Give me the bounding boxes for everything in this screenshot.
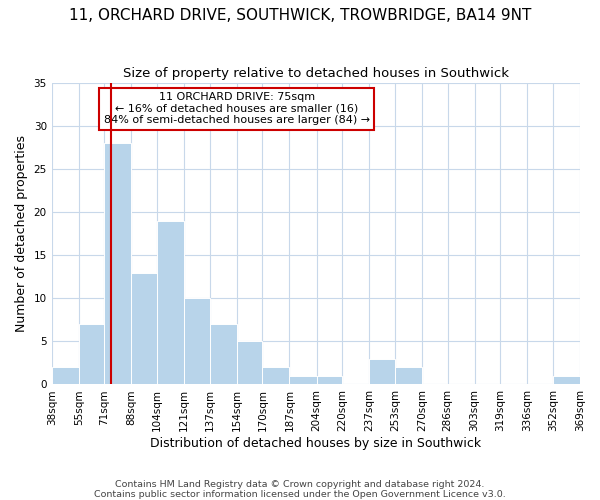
Bar [104, 144, 131, 384]
X-axis label: Distribution of detached houses by size in Southwick: Distribution of detached houses by size … [150, 437, 481, 450]
Bar [237, 342, 262, 384]
Bar [131, 272, 157, 384]
Bar [79, 324, 104, 384]
Bar [184, 298, 209, 384]
Bar [209, 324, 237, 384]
Bar [157, 221, 184, 384]
Bar [395, 367, 422, 384]
Bar [52, 367, 79, 384]
Text: 11 ORCHARD DRIVE: 75sqm
← 16% of detached houses are smaller (16)
84% of semi-de: 11 ORCHARD DRIVE: 75sqm ← 16% of detache… [104, 92, 370, 126]
Bar [289, 376, 317, 384]
Title: Size of property relative to detached houses in Southwick: Size of property relative to detached ho… [123, 68, 509, 80]
Bar [317, 376, 342, 384]
Bar [370, 358, 395, 384]
Text: Contains HM Land Registry data © Crown copyright and database right 2024.
Contai: Contains HM Land Registry data © Crown c… [94, 480, 506, 499]
Y-axis label: Number of detached properties: Number of detached properties [15, 136, 28, 332]
Text: 11, ORCHARD DRIVE, SOUTHWICK, TROWBRIDGE, BA14 9NT: 11, ORCHARD DRIVE, SOUTHWICK, TROWBRIDGE… [69, 8, 531, 22]
Bar [553, 376, 580, 384]
Bar [262, 367, 289, 384]
